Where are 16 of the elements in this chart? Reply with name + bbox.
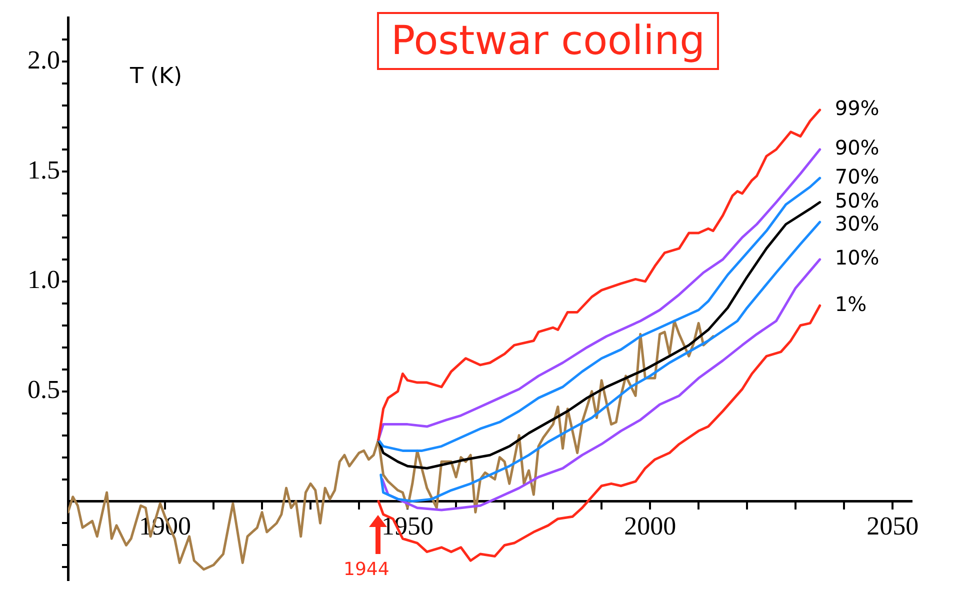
x-tick-label: 2050	[866, 512, 919, 541]
series-label: 10%	[834, 246, 880, 270]
series-label: 90%	[834, 136, 880, 160]
y-tick-label: 1.5	[28, 155, 60, 184]
y-tick-label: 1.0	[28, 265, 60, 294]
y-tick-label: 0.5	[28, 375, 60, 404]
y-axis-title: T (K)	[130, 64, 182, 89]
x-tick-label: 2000	[624, 512, 676, 541]
series-label: 1%	[834, 292, 867, 316]
series-label: 70%	[834, 164, 880, 188]
chart-title: Postwar cooling	[377, 12, 719, 70]
series-label: 50%	[834, 188, 880, 212]
annotation: 1944	[344, 559, 390, 580]
y-tick-label: 2.0	[28, 45, 60, 74]
series-label: 30%	[834, 211, 880, 236]
series-label: 99%	[834, 96, 880, 120]
